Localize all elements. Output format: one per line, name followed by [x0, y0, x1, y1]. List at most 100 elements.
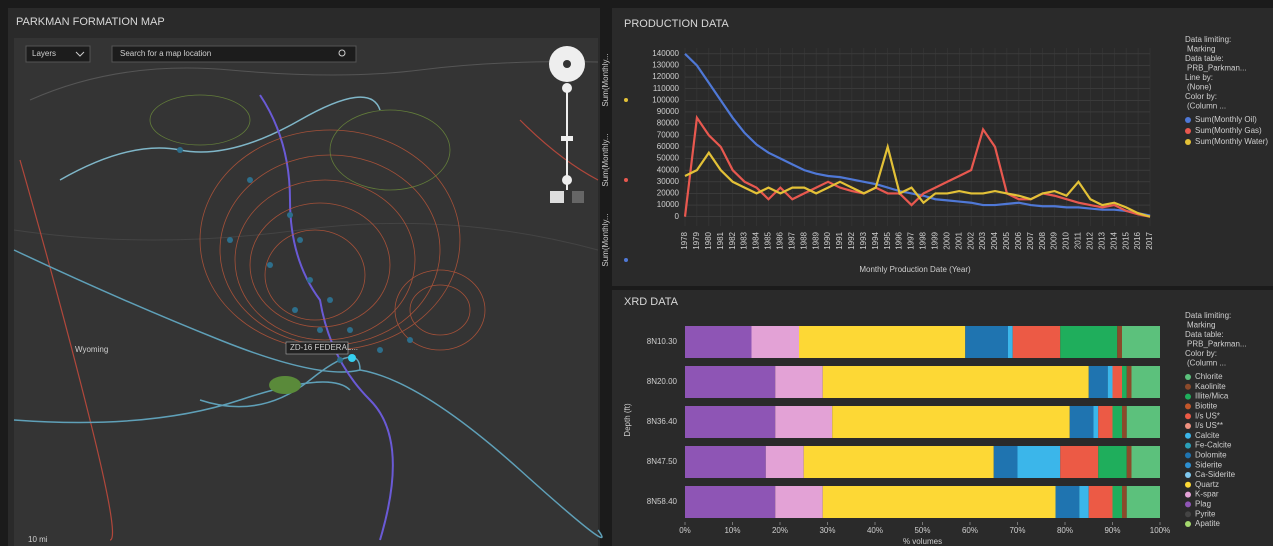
- x-tick-label: 2014: [1109, 231, 1118, 249]
- bar-segment: [1122, 326, 1160, 358]
- bar-segment: [1132, 366, 1161, 398]
- x-tick-label: 2006: [1014, 231, 1023, 249]
- legend-label: Fe-Calcite: [1195, 441, 1232, 450]
- x-tick-label: 70%: [1009, 526, 1025, 535]
- x-tick-label: 2008: [1038, 231, 1047, 249]
- x-tick-label: 2009: [1050, 231, 1059, 249]
- x-tick-label: 1993: [859, 231, 868, 249]
- bar-segment: [685, 366, 775, 398]
- legend-note: (Column ...: [1187, 102, 1226, 111]
- bar-segment: [766, 446, 804, 478]
- y-tick-label: 8N20.00: [647, 377, 678, 386]
- bar-segment: [685, 406, 775, 438]
- y-tick-label: 80000: [657, 119, 680, 128]
- y-tick-label: 8N10.30: [647, 337, 678, 346]
- bar-segment: [823, 366, 1089, 398]
- x-tick-label: 40%: [867, 526, 883, 535]
- bar-segment: [775, 366, 823, 398]
- legend-swatch: [1185, 139, 1191, 145]
- legend-note: (Column ...: [1187, 359, 1226, 368]
- y-tick-label: 130000: [652, 61, 679, 70]
- legend-swatch: [1185, 472, 1191, 478]
- dashboard: PARKMAN FORMATION MAP ZD: [0, 0, 1273, 546]
- selected-well[interactable]: [348, 354, 356, 362]
- bar-segment: [1089, 486, 1113, 518]
- bar-segment: [799, 326, 965, 358]
- legend-swatch: [1185, 433, 1191, 439]
- legend-label: Apatite: [1195, 519, 1220, 528]
- x-tick-label: 50%: [914, 526, 930, 535]
- y-axis-label: Sum(Monthly...: [601, 53, 610, 106]
- bar-segment: [823, 486, 1056, 518]
- bar-segment: [1132, 446, 1161, 478]
- bar-segment: [832, 406, 1070, 438]
- x-tick-label: 2002: [966, 231, 975, 249]
- legend-note: Line by:: [1185, 73, 1213, 82]
- y-tick-label: 50000: [657, 154, 680, 163]
- bar-segment: [775, 406, 832, 438]
- region-label: Wyoming: [75, 345, 108, 354]
- search-placeholder: Search for a map location: [120, 49, 211, 58]
- x-tick-label: 90%: [1104, 526, 1120, 535]
- x-tick-label: 0%: [679, 526, 691, 535]
- legend-swatch: [1185, 492, 1191, 498]
- legend-label: Biotite: [1195, 402, 1218, 411]
- bar-segment: [1113, 366, 1123, 398]
- bar-segment: [1098, 406, 1112, 438]
- bar-segment: [1113, 406, 1123, 438]
- y-tick-label: 90000: [657, 107, 680, 116]
- bar-segment: [1070, 406, 1094, 438]
- legend-swatch: [1185, 394, 1191, 400]
- page: PARKMAN FORMATION MAP ZD: [0, 0, 1273, 546]
- bar-segment: [775, 486, 823, 518]
- well-label: ZD-16 FEDERAL...: [290, 343, 358, 352]
- y-tick-label: 0: [675, 212, 680, 221]
- y-tick-label: 20000: [657, 189, 680, 198]
- bar-segment: [1013, 326, 1061, 358]
- x-tick-label: 1979: [692, 231, 701, 249]
- bar-segment: [804, 446, 994, 478]
- x-tick-label: 1988: [799, 231, 808, 249]
- legend-swatch: [1185, 452, 1191, 458]
- y-tick-label: 8N47.50: [647, 457, 678, 466]
- bar-segment: [1089, 366, 1108, 398]
- legend-swatch: [1185, 413, 1191, 419]
- legend-label: Sum(Monthly Water): [1195, 137, 1268, 146]
- bar-segment: [994, 446, 1018, 478]
- map-title: PARKMAN FORMATION MAP: [16, 16, 165, 28]
- x-tick-label: 10%: [724, 526, 740, 535]
- bar-segment: [1094, 406, 1099, 438]
- y-label-marker: [624, 258, 628, 262]
- x-tick-label: 1987: [787, 231, 796, 249]
- bar-segment: [1127, 406, 1160, 438]
- x-tick-label: 2012: [1085, 231, 1094, 249]
- legend-label: Pyrite: [1195, 509, 1216, 518]
- legend-swatch: [1185, 423, 1191, 429]
- production-title: PRODUCTION DATA: [624, 18, 729, 30]
- x-tick-label: 1994: [871, 231, 880, 249]
- x-tick-label: 2004: [990, 231, 999, 249]
- legend-swatch: [1185, 443, 1191, 449]
- x-tick-label: 1995: [883, 231, 892, 249]
- y-tick-label: 120000: [652, 72, 679, 81]
- legend-note: Marking: [1187, 45, 1215, 54]
- x-tick-label: 2013: [1097, 231, 1106, 249]
- x-tick-label: 20%: [772, 526, 788, 535]
- bar-segment: [1117, 326, 1122, 358]
- legend-label: Illite/Mica: [1195, 392, 1229, 401]
- y-tick-label: 8N36.40: [647, 417, 678, 426]
- x-tick-label: 1981: [716, 231, 725, 249]
- legend-swatch: [1185, 128, 1191, 134]
- legend-label: Dolomite: [1195, 451, 1227, 460]
- y-axis-label: Sum(Monthly...: [601, 213, 610, 266]
- legend-label: Sum(Monthly Oil): [1195, 115, 1257, 124]
- x-tick-label: 1985: [764, 231, 773, 249]
- bar-segment: [1108, 366, 1113, 398]
- x-tick-label: 2010: [1062, 231, 1071, 249]
- map-scale: 10 mi: [28, 535, 48, 544]
- y-tick-label: 70000: [657, 130, 680, 139]
- legend-label: Ca-Siderite: [1195, 470, 1236, 479]
- layers-button-label: Layers: [32, 49, 56, 58]
- y-tick-label: 30000: [657, 177, 680, 186]
- legend-note: PRB_Parkman...: [1187, 64, 1247, 73]
